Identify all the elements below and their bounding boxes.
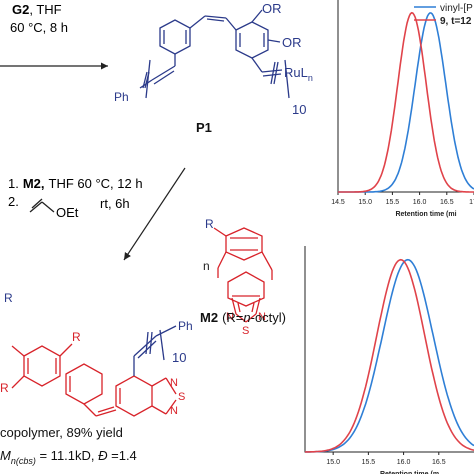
step2-line2-num: 2. (8, 194, 19, 209)
step2-conditions: 1. M2, THF 60 °C, 12 h 2. OEt rt, 6h (8, 176, 143, 220)
product-r-left: R (0, 381, 9, 395)
x-axis-title: Retention time (m (380, 471, 439, 474)
gpc-chart-top: 14.5 15.0 15.5 16.0 16.5 17. Retention time (m… (331, 0, 474, 218)
m2-s-atom: S (242, 325, 249, 337)
x-tick-label: 15.0 (358, 199, 372, 206)
x-tick-label: 17. (469, 199, 474, 206)
product-mn-dispersity: Mn(cbs) = 11.1kD, Đ =1.4 (0, 448, 137, 466)
x-tick-label: 16.0 (413, 199, 427, 206)
series-line-0 (305, 258, 474, 453)
legend-label-1: 9, t=12 (440, 16, 472, 27)
x-tick-label: 15.0 (326, 459, 340, 466)
step2-oet: OEt (56, 205, 79, 220)
series-line-0 (338, 12, 474, 193)
step1-conditions: G2, THF 60 °C, 8 h (10, 2, 68, 35)
p1-or-right: OR (282, 35, 302, 50)
legend-label-0: vinyl-[P (440, 3, 473, 14)
m2-r: R (205, 217, 214, 231)
product-structure (11, 325, 177, 417)
m2-structure (213, 227, 273, 323)
product-n-atom2: N (170, 405, 178, 417)
x-tick-label: 14.5 (331, 199, 345, 206)
chart-axes (304, 246, 474, 453)
svg-text:1.M2,THF 60 °C, 12 h: 1. M2, THF 60 °C, 12 h (8, 176, 143, 191)
product-ph: Ph (178, 319, 193, 333)
x-tick-label: 16.0 (397, 459, 411, 466)
series-line-1 (338, 11, 474, 193)
product-r-top: R (4, 291, 13, 305)
x-tick-label: 16.5 (432, 459, 446, 466)
step2-rt: rt, 6h (100, 196, 130, 211)
product-yield: copolymer, 89% yield (0, 425, 123, 440)
chart-legend: vinyl-[P 9, t=12 (414, 3, 473, 27)
product-s-atom: S (178, 391, 185, 403)
p1-ph: Ph (114, 90, 129, 104)
p1-label: P1 (196, 120, 212, 135)
m2-caption-visible: M2 (R=n-octyl) (200, 310, 286, 325)
svg-text:G2, THF: G2, THF (12, 2, 62, 17)
m2-n: n (203, 259, 210, 273)
step1-reagent-suffix: , THF (29, 2, 61, 17)
step1-reagent: G2 (12, 2, 29, 17)
ethyl-vinyl-ether-structure (29, 198, 55, 213)
m2-n-atom2: N (258, 311, 266, 323)
p1-repeat-10: 10 (292, 102, 306, 117)
x-tick-label: 16.5 (440, 199, 454, 206)
x-tick-label: 15.5 (386, 199, 400, 206)
x-tick-label: 15.5 (362, 459, 376, 466)
x-axis-title: Retention time (mi (395, 211, 456, 218)
gpc-chart-bottom: 15.0 15.5 16.0 16.5 Retention time (m (304, 246, 474, 474)
product-n-atom: N (170, 377, 178, 389)
product-r-ring: R (72, 330, 81, 344)
p1-ruln: RuLn (284, 65, 313, 83)
step2-arrow (123, 167, 186, 261)
m2-n-atom: N (226, 311, 234, 323)
polymer-p1-structure (139, 9, 290, 99)
series-line-1 (305, 258, 474, 453)
product-repeat-10: 10 (172, 350, 186, 365)
step1-temp-time: 60 °C, 8 h (10, 20, 68, 35)
p1-or-top: OR (262, 1, 282, 16)
